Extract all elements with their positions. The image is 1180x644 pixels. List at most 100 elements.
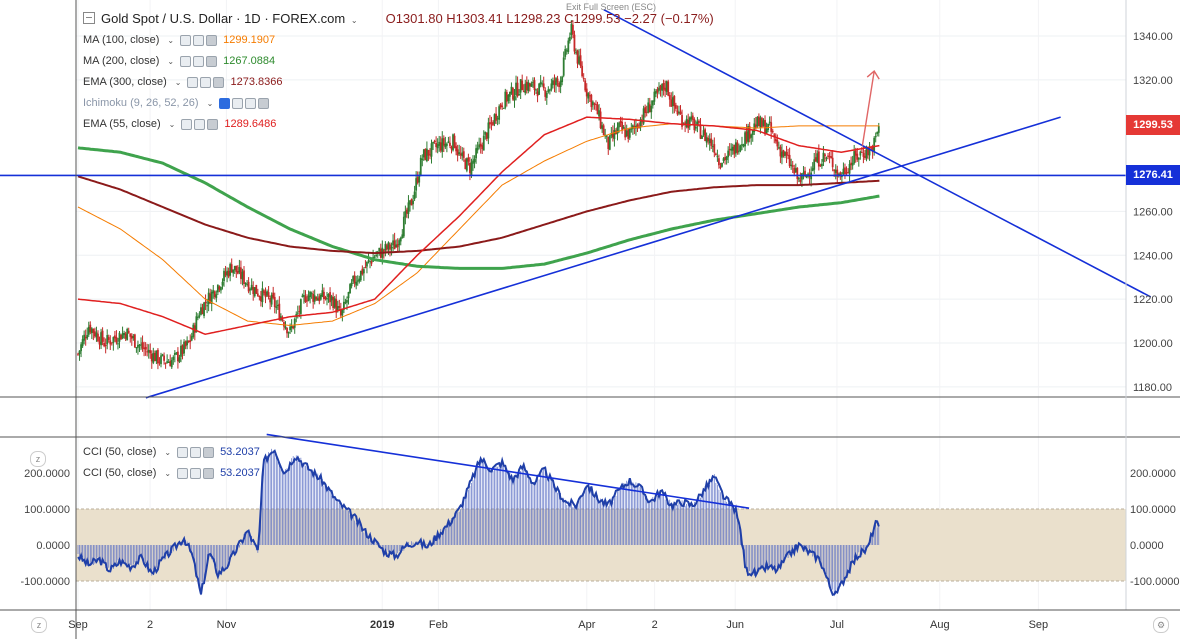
chevron-down-icon[interactable]: ⌄	[167, 56, 175, 66]
candle-down	[181, 345, 184, 354]
more-icon[interactable]	[193, 55, 205, 67]
candle-up	[349, 284, 351, 294]
candle-up	[180, 345, 182, 357]
close-icon[interactable]	[213, 76, 225, 88]
candle-up	[650, 105, 653, 113]
gear-icon[interactable]	[177, 467, 189, 479]
candle-up	[415, 178, 418, 191]
candle-up	[241, 271, 244, 280]
cci-trendline[interactable]	[266, 433, 750, 509]
candle-down	[213, 291, 216, 298]
candle-down	[773, 134, 776, 138]
cci-axis-tick-label-right: -100.0000	[1130, 576, 1180, 588]
indicator-legend-row[interactable]: EMA (300, close) ⌄ 1273.8366	[83, 73, 282, 91]
cci-label[interactable]: CCI (50, close)	[83, 467, 157, 479]
gear-icon[interactable]	[181, 118, 193, 130]
candle-up	[518, 94, 521, 96]
candle-up	[508, 91, 511, 97]
price-pane[interactable]	[0, 8, 1152, 399]
candle-up	[86, 334, 89, 339]
collapse-icon[interactable]	[83, 12, 95, 24]
candle-up	[175, 352, 178, 354]
candle-down	[364, 267, 367, 269]
exit-fullscreen-hint[interactable]: Exit Full Screen (ESC)	[566, 2, 657, 12]
candle-up	[473, 158, 476, 163]
chevron-down-icon[interactable]: ⌄	[350, 15, 358, 25]
close-icon[interactable]	[206, 55, 218, 67]
indicator-label[interactable]: MA (100, close)	[83, 34, 160, 46]
gear-icon[interactable]	[180, 55, 192, 67]
candle-down	[204, 301, 207, 304]
candle-up	[80, 344, 82, 352]
candle-down	[787, 154, 789, 156]
indicator-label[interactable]: EMA (300, close)	[83, 76, 167, 88]
cci-label[interactable]: CCI (50, close)	[83, 446, 157, 458]
chevron-down-icon[interactable]: ⌄	[164, 468, 172, 478]
close-icon[interactable]	[207, 118, 219, 130]
more-icon[interactable]	[190, 467, 202, 479]
candle-down	[839, 172, 842, 177]
candle-down	[332, 296, 335, 308]
indicator-legend-row[interactable]: EMA (55, close) ⌄ 1289.6486	[83, 115, 276, 133]
close-icon[interactable]	[206, 34, 218, 46]
settings-icon[interactable]: ⚙	[1153, 617, 1169, 633]
indicator-legend-row[interactable]: Ichimoku (9, 26, 52, 26) ⌄	[83, 94, 275, 112]
close-icon[interactable]	[258, 97, 270, 109]
candle-down	[323, 291, 325, 299]
zoom-z-icon[interactable]: z	[31, 617, 47, 633]
symbol-selector[interactable]: Gold Spot / U.S. Dollar · 1D · FOREX.com…	[101, 11, 358, 26]
chevron-down-icon[interactable]: ⌄	[206, 98, 214, 108]
gear-icon[interactable]	[187, 76, 199, 88]
cci-axis-tick-label-right: 0.0000	[1130, 540, 1164, 552]
close-icon[interactable]	[203, 467, 215, 479]
cci-axis-tick-label-left: 200.0000	[24, 468, 70, 480]
indicator-label[interactable]: EMA (55, close)	[83, 118, 161, 130]
more-icon[interactable]	[190, 446, 202, 458]
candle-up	[432, 141, 434, 144]
candle-down	[101, 330, 104, 342]
chevron-down-icon[interactable]: ⌄	[164, 447, 172, 457]
candle-up	[81, 339, 84, 347]
candle-up	[190, 336, 193, 341]
close-icon[interactable]	[203, 446, 215, 458]
candle-up	[352, 276, 355, 282]
indicator-label[interactable]: Ichimoku (9, 26, 52, 26)	[83, 97, 199, 109]
candle-up	[816, 153, 819, 163]
zoom-z-icon-cci[interactable]: z	[30, 451, 46, 467]
more-icon[interactable]	[245, 97, 257, 109]
gear-icon[interactable]	[180, 34, 192, 46]
symbol-name: Gold Spot / U.S. Dollar	[101, 10, 233, 26]
projection-arrow[interactable]	[861, 70, 875, 146]
chevron-down-icon[interactable]: ⌄	[174, 77, 182, 87]
candle-up	[216, 284, 219, 293]
eye-icon[interactable]	[219, 97, 231, 109]
gear-icon[interactable]	[177, 446, 189, 458]
cci-legend-row[interactable]: CCI (50, close) ⌄ 53.2037	[83, 443, 260, 461]
ma-line-ma-100-close-	[77, 123, 880, 327]
indicator-legend-row[interactable]: MA (100, close) ⌄ 1299.1907	[83, 31, 275, 49]
candle-up	[358, 278, 361, 282]
more-icon[interactable]	[200, 76, 212, 88]
candle-down	[103, 342, 106, 347]
candle-up	[781, 151, 783, 158]
candle-up	[555, 78, 557, 86]
candle-down	[681, 115, 683, 127]
trendline[interactable]	[603, 8, 1152, 298]
candle-up	[702, 130, 705, 136]
candle-up	[261, 288, 264, 303]
trendline[interactable]	[145, 116, 1061, 399]
candle-down	[264, 291, 267, 298]
chevron-down-icon[interactable]: ⌄	[167, 35, 175, 45]
candle-down	[110, 342, 113, 344]
indicator-legend-row[interactable]: MA (200, close) ⌄ 1267.0884	[83, 52, 275, 70]
gear-icon[interactable]	[232, 97, 244, 109]
cci-pane[interactable]	[76, 433, 1126, 597]
chevron-down-icon[interactable]: ⌄	[168, 119, 176, 129]
indicator-label[interactable]: MA (200, close)	[83, 55, 160, 67]
candle-down	[864, 155, 866, 158]
candle-down	[370, 261, 373, 264]
cci-legend-row[interactable]: CCI (50, close) ⌄ 53.2037	[83, 464, 260, 482]
more-icon[interactable]	[193, 34, 205, 46]
more-icon[interactable]	[194, 118, 206, 130]
candle-up	[399, 237, 402, 242]
